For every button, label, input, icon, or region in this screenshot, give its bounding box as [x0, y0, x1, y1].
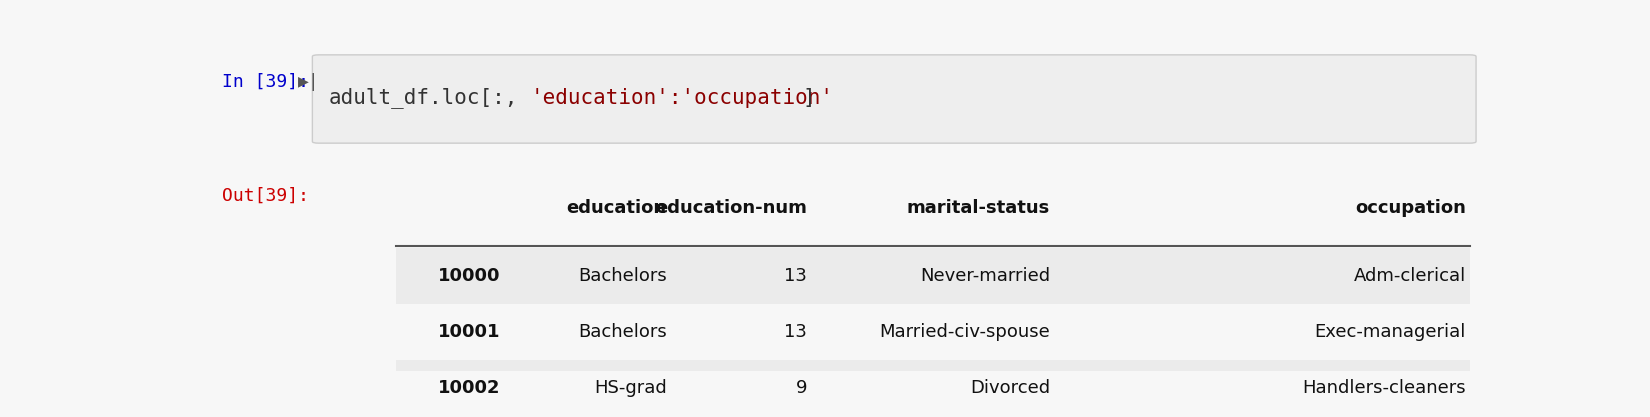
Text: 9: 9	[795, 379, 807, 397]
Bar	[396, 248, 1470, 304]
Text: 13: 13	[784, 266, 807, 285]
Bar	[396, 360, 1470, 416]
Text: 10000: 10000	[437, 266, 500, 285]
Text: education-num: education-num	[655, 199, 807, 217]
Text: 10001: 10001	[437, 323, 500, 341]
Text: 10002: 10002	[437, 379, 500, 397]
Text: Never-married: Never-married	[921, 266, 1049, 285]
Text: Divorced: Divorced	[970, 379, 1049, 397]
Text: Bachelors: Bachelors	[578, 323, 667, 341]
Text: Married-civ-spouse: Married-civ-spouse	[879, 323, 1049, 341]
Text: occupation: occupation	[1355, 199, 1465, 217]
Text: 'education':'occupation': 'education':'occupation'	[531, 88, 833, 108]
Text: In [39]:: In [39]:	[221, 73, 309, 90]
Text: Handlers-cleaners: Handlers-cleaners	[1302, 379, 1465, 397]
Text: HS-grad: HS-grad	[594, 379, 667, 397]
Text: Exec-managerial: Exec-managerial	[1315, 323, 1465, 341]
Text: ]: ]	[802, 88, 815, 108]
Text: Out[39]:: Out[39]:	[221, 186, 309, 204]
Text: Bachelors: Bachelors	[578, 266, 667, 285]
Text: marital-status: marital-status	[908, 199, 1049, 217]
Text: ▶|: ▶|	[299, 73, 320, 90]
Text: adult_df.loc[:,: adult_df.loc[:,	[328, 87, 518, 108]
Text: Adm-clerical: Adm-clerical	[1353, 266, 1465, 285]
FancyBboxPatch shape	[312, 55, 1477, 143]
Text: education: education	[566, 199, 667, 217]
Bar	[396, 304, 1470, 360]
Text: 13: 13	[784, 323, 807, 341]
